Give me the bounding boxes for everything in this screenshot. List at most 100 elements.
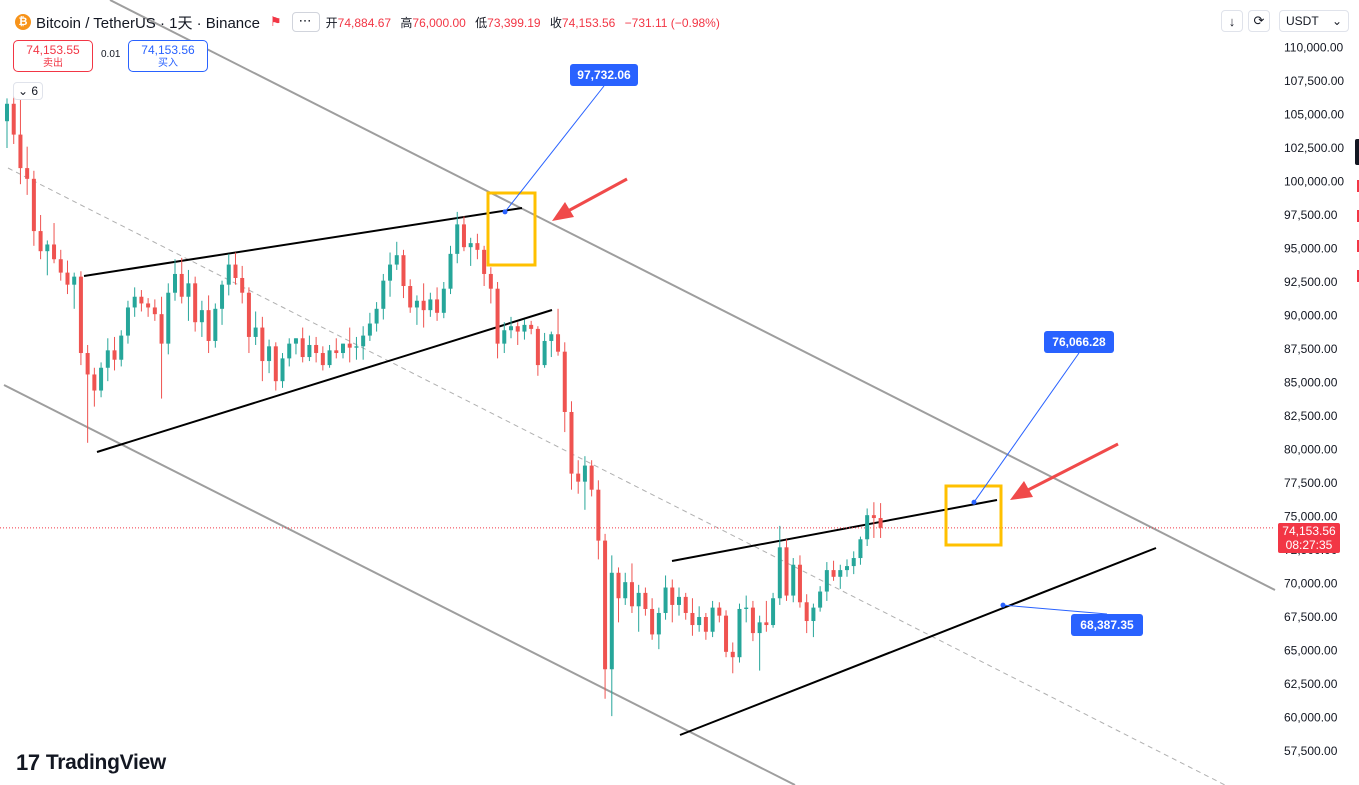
candle — [267, 339, 272, 374]
candle-body — [125, 307, 130, 336]
price-axis-label: 65,000.00 — [1284, 644, 1338, 658]
symbol-title[interactable]: Bitcoin / TetherUS · 1天 · Binance — [36, 14, 260, 32]
candle — [750, 600, 755, 642]
more-options-icon[interactable]: ⋯ — [291, 12, 320, 32]
candle — [744, 595, 749, 623]
candle — [683, 592, 688, 620]
wedge-upper-line[interactable] — [83, 207, 523, 277]
candle-body — [576, 473, 581, 482]
candle — [461, 216, 466, 252]
candle — [603, 533, 608, 699]
candle — [179, 257, 184, 304]
spread-value: 0.01 — [101, 49, 121, 60]
candle-body — [482, 249, 487, 274]
alert-marker — [1357, 240, 1359, 252]
candle — [105, 338, 110, 382]
wedge-upper-line[interactable] — [671, 499, 998, 562]
candle-body — [226, 264, 231, 285]
candle-body — [724, 615, 729, 652]
candle — [287, 338, 292, 367]
close-value: 74,153.56 — [561, 15, 616, 30]
wedge-lower-line[interactable] — [679, 547, 1157, 736]
buy-button[interactable]: 74,153.56 买入 — [128, 40, 208, 72]
candle — [858, 536, 863, 565]
candle — [663, 575, 668, 620]
candle — [213, 303, 218, 348]
callout-box — [1071, 614, 1143, 636]
candle-body — [515, 326, 520, 332]
candle-body — [710, 607, 715, 632]
candle-body — [717, 607, 722, 616]
flag-icon[interactable]: ⚑ — [270, 14, 282, 29]
candle-body — [616, 572, 621, 599]
channel-lower-line[interactable] — [3, 384, 796, 785]
sell-button[interactable]: 74,153.55 卖出 — [13, 40, 93, 72]
candle — [260, 316, 265, 382]
candle — [300, 327, 305, 363]
candle — [549, 331, 554, 358]
candle-body — [771, 598, 776, 626]
candle — [865, 508, 870, 546]
candle-body — [11, 103, 16, 135]
last-price-value: 74,153.56 — [1282, 524, 1336, 538]
candle-body — [549, 334, 554, 341]
candle-body — [112, 350, 117, 360]
alert-marker — [1357, 270, 1359, 282]
candle-body — [562, 351, 567, 412]
candle-body — [401, 255, 406, 287]
chevron-down-icon: ⌄ — [1331, 14, 1342, 28]
candle — [737, 603, 742, 663]
wedge-lower-line[interactable] — [96, 309, 553, 453]
price-axis-label: 82,500.00 — [1284, 409, 1338, 423]
candle — [851, 551, 856, 575]
candle-body — [529, 324, 534, 329]
currency-select[interactable]: USDT ⌄ — [1279, 10, 1349, 32]
candle-body — [670, 587, 675, 605]
candle-body — [38, 231, 43, 252]
candle — [616, 567, 621, 623]
candle — [25, 146, 30, 195]
callout-label: 68,387.35 — [1080, 618, 1134, 632]
countdown-value: 08:27:35 — [1285, 538, 1333, 552]
scroll-handle[interactable] — [1355, 139, 1359, 165]
candle-body — [509, 326, 513, 331]
candle — [650, 598, 655, 640]
candle — [556, 308, 561, 356]
download-icon[interactable]: ↓ — [1221, 10, 1243, 32]
callout-connector — [1002, 604, 1108, 615]
indicators-toggle[interactable]: ⌄ 6 — [13, 82, 43, 100]
ohlc-readout: 开74,884.67 高76,000.00 低73,399.19 收74,153… — [326, 14, 726, 31]
candle-body — [5, 103, 9, 122]
candle — [717, 602, 722, 623]
candle-body — [475, 243, 480, 250]
candle-body — [455, 224, 460, 254]
candle — [280, 353, 285, 388]
candle — [327, 344, 332, 368]
channel-midline[interactable] — [7, 167, 1226, 785]
candle — [475, 233, 480, 260]
candle-body — [448, 253, 453, 289]
candle-body — [300, 338, 305, 358]
candle — [804, 594, 809, 634]
price-axis-label: 90,000.00 — [1284, 309, 1338, 323]
candle — [119, 330, 124, 367]
candle — [509, 316, 513, 339]
price-callout[interactable]: 76,066.28 — [971, 331, 1115, 505]
channel-upper-line[interactable] — [109, 0, 1276, 591]
tradingview-logo: 17 TradingView — [16, 750, 166, 776]
candle — [724, 610, 729, 658]
price-axis-label: 95,000.00 — [1284, 242, 1338, 256]
price-callout[interactable]: 97,732.06 — [502, 64, 639, 215]
reset-icon[interactable]: ⟳ — [1248, 10, 1270, 32]
candle — [428, 292, 433, 317]
candle — [307, 335, 312, 362]
candle-body — [52, 244, 57, 260]
candle-body — [334, 350, 339, 354]
price-callout[interactable]: 68,387.35 — [1000, 602, 1144, 636]
price-axis-label: 80,000.00 — [1284, 443, 1338, 457]
candle — [838, 564, 843, 589]
arrow-head-icon — [552, 202, 574, 221]
candle-body — [186, 283, 191, 297]
